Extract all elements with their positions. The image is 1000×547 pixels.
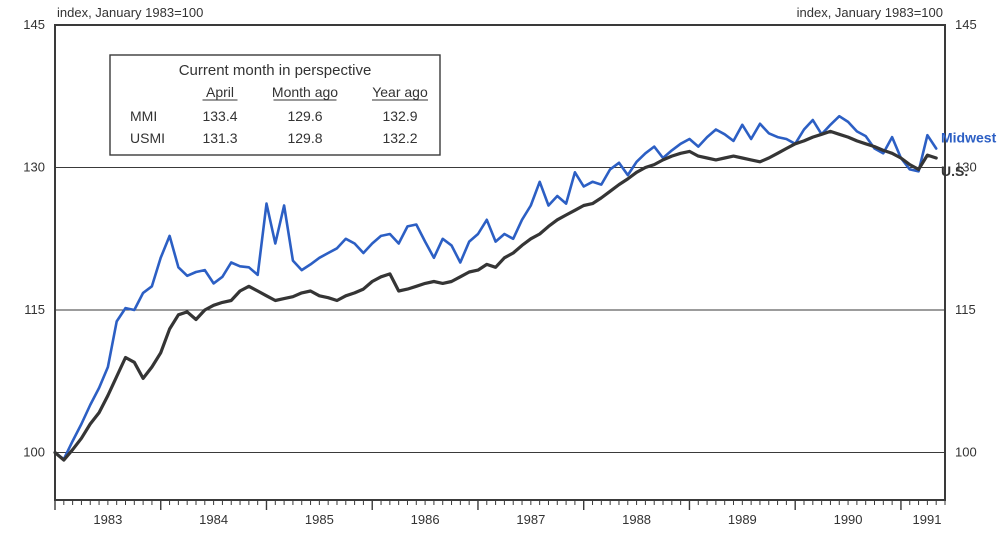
- legend-col-header: Year ago: [372, 84, 428, 100]
- y-tick-right: 115: [955, 302, 976, 317]
- y-tick-right: 100: [955, 445, 977, 460]
- x-year-label: 1983: [93, 512, 122, 527]
- legend-col-header: Month ago: [272, 84, 338, 100]
- series-label-u-s-: U.S.: [941, 163, 968, 179]
- legend-cell: 133.4: [202, 108, 237, 124]
- x-year-label: 1987: [516, 512, 545, 527]
- x-year-label: 1986: [411, 512, 440, 527]
- y-tick-left: 145: [23, 17, 45, 32]
- legend-cell: 132.2: [382, 130, 417, 146]
- y-axis-label-left: index, January 1983=100: [57, 5, 203, 20]
- legend-row-label: MMI: [130, 108, 157, 124]
- legend-col-header: April: [206, 84, 234, 100]
- legend-cell: 132.9: [382, 108, 417, 124]
- y-axis-label-right: index, January 1983=100: [797, 5, 943, 20]
- legend-row-label: USMI: [130, 130, 165, 146]
- legend-cell: 129.8: [287, 130, 322, 146]
- legend-cell: 131.3: [202, 130, 237, 146]
- chart-container: 100100115115130130145145index, January 1…: [0, 0, 1000, 547]
- y-tick-left: 130: [23, 160, 45, 175]
- line-chart: 100100115115130130145145index, January 1…: [0, 0, 1000, 547]
- y-tick-right: 145: [955, 17, 977, 32]
- legend-box: Current month in perspective April Month a…: [110, 55, 440, 155]
- legend-cell: 129.6: [287, 108, 322, 124]
- legend-title: Current month in perspective: [179, 62, 372, 79]
- y-tick-left: 100: [23, 445, 45, 460]
- x-year-label: 1990: [834, 512, 863, 527]
- x-year-label: 1988: [622, 512, 651, 527]
- series-label-midwest: Midwest: [941, 130, 997, 146]
- y-tick-left: 115: [24, 302, 45, 317]
- x-year-label: 1984: [199, 512, 228, 527]
- x-year-label: 1985: [305, 512, 334, 527]
- x-year-label: 1989: [728, 512, 757, 527]
- x-year-label: 1991: [913, 512, 942, 527]
